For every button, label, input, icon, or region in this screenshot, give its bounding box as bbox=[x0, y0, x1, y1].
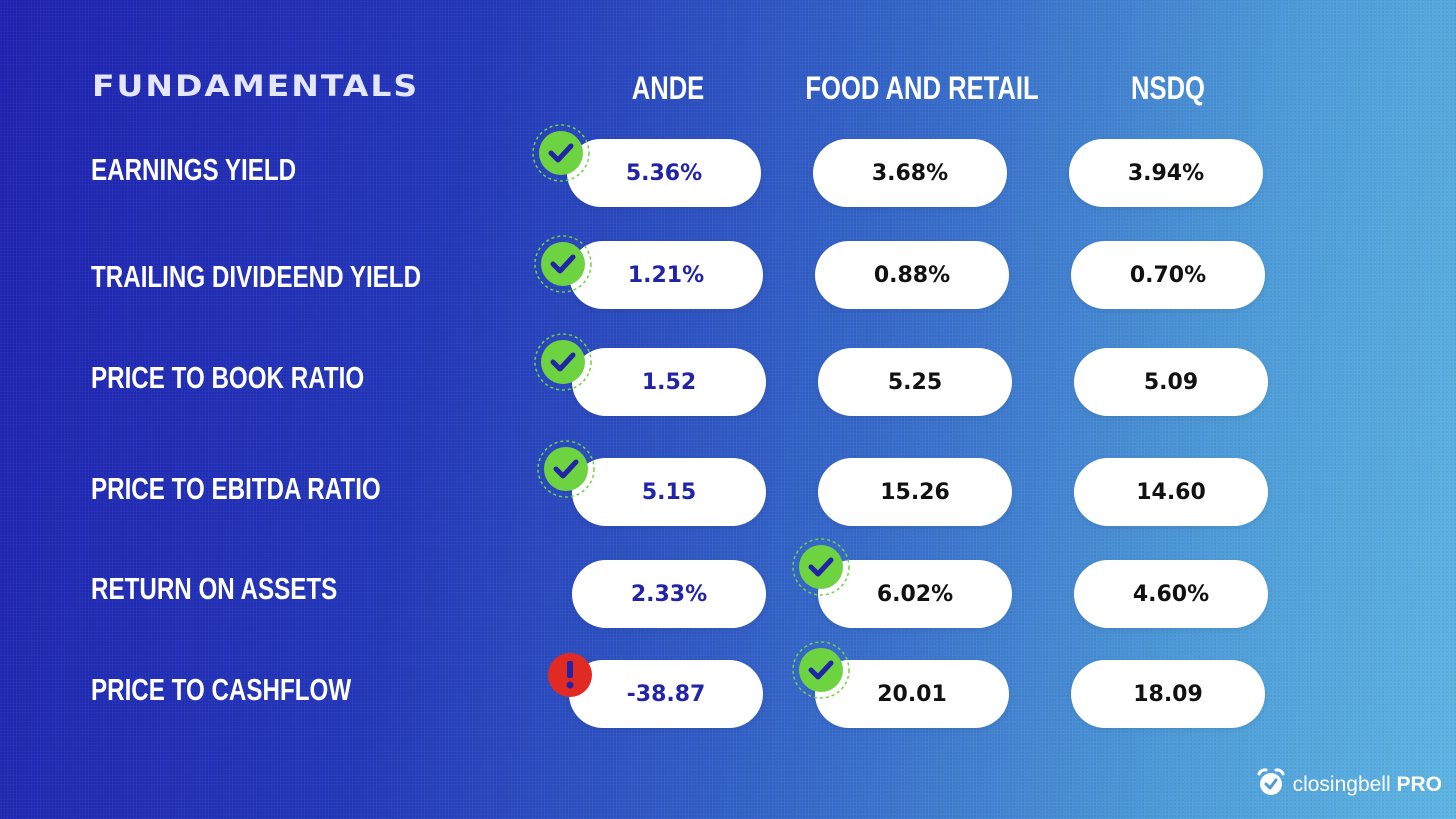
nsdq-value-cell: 4.60% bbox=[1074, 560, 1268, 628]
nsdq-value-cell: 0.70% bbox=[1071, 241, 1265, 309]
ande-value-cell: 5.36% bbox=[567, 139, 761, 207]
food-retail-value-cell: 3.68% bbox=[813, 139, 1007, 207]
check-badge-icon bbox=[530, 122, 592, 184]
row-label-trailing-dividend-yield: TRAILING DIVIDEEND YIELD bbox=[91, 259, 422, 294]
check-badge-icon bbox=[790, 639, 852, 701]
check-badge-icon bbox=[532, 233, 594, 295]
nsdq-value-cell: 14.60 bbox=[1074, 458, 1268, 526]
column-header-ande: ANDE bbox=[631, 69, 705, 106]
alarm-clock-icon bbox=[1255, 766, 1287, 803]
ande-value-cell: 1.21% bbox=[569, 241, 763, 309]
page-title: FUNDAMENTALS bbox=[92, 67, 420, 104]
food-retail-value-cell: 0.88% bbox=[815, 241, 1009, 309]
food-retail-value-cell: 20.01 bbox=[815, 660, 1009, 728]
brand-name: closingbell PRO bbox=[1292, 772, 1442, 796]
food-retail-value-cell: 15.26 bbox=[818, 458, 1012, 526]
ande-value-cell: 2.33% bbox=[572, 560, 766, 628]
row-label-return-on-assets: RETURN ON ASSETS bbox=[91, 571, 338, 606]
food-retail-value-cell: 6.02% bbox=[818, 560, 1012, 628]
ande-value-cell: -38.87 bbox=[569, 660, 763, 728]
row-label-price-to-cashflow: PRICE TO CASHFLOW bbox=[91, 672, 352, 707]
row-label-earnings-yield: EARNINGS YIELD bbox=[91, 152, 297, 187]
column-header-nsdq: NSDQ bbox=[1131, 69, 1205, 106]
ande-value-cell: 5.15 bbox=[572, 458, 766, 526]
brand-logo: closingbell PRO bbox=[1255, 766, 1442, 803]
column-header-food-and-retail: FOOD AND RETAIL bbox=[805, 69, 1039, 106]
row-label-price-to-book-ratio: PRICE TO BOOK RATIO bbox=[91, 360, 365, 395]
check-badge-icon bbox=[535, 438, 597, 500]
nsdq-value-cell: 3.94% bbox=[1069, 139, 1263, 207]
check-badge-icon bbox=[532, 331, 594, 393]
row-label-price-to-ebitda-ratio: PRICE TO EBITDA RATIO bbox=[91, 471, 381, 506]
ande-value-cell: 1.52 bbox=[572, 348, 766, 416]
check-badge-icon bbox=[790, 536, 852, 598]
nsdq-value-cell: 5.09 bbox=[1074, 348, 1268, 416]
alert-badge-icon bbox=[544, 649, 596, 701]
food-retail-value-cell: 5.25 bbox=[818, 348, 1012, 416]
nsdq-value-cell: 18.09 bbox=[1071, 660, 1265, 728]
